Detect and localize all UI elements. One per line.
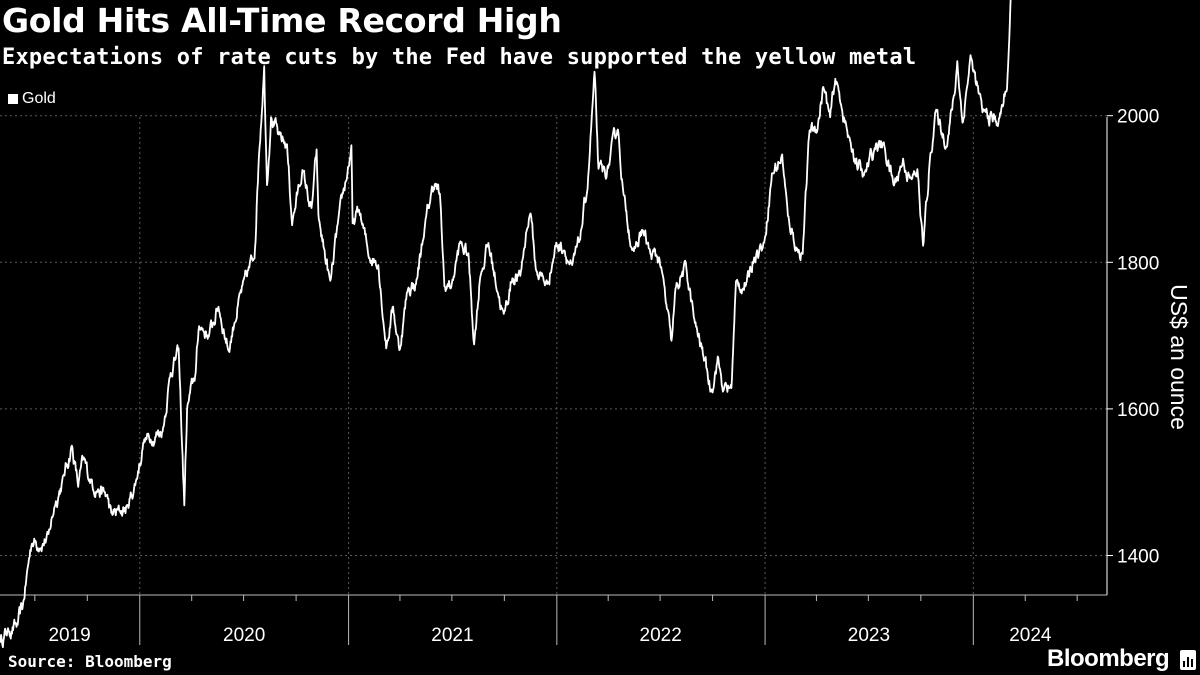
- y-tick-label-1600: 1600: [1117, 400, 1159, 421]
- series-layer: [0, 0, 1012, 649]
- x-tick-label-2020: 2020: [223, 625, 265, 646]
- bloomberg-chart-icon: [1180, 650, 1196, 670]
- legend: Gold: [8, 90, 56, 108]
- x-tick-label-2024: 2024: [1009, 625, 1052, 646]
- x-tick-label-2019: 2019: [48, 625, 90, 646]
- bloomberg-logo: Bloomberg: [1047, 645, 1170, 672]
- legend-label-gold: Gold: [22, 90, 56, 107]
- source-note: Source: Bloomberg: [8, 652, 172, 671]
- y-tick-label-1800: 1800: [1117, 253, 1159, 274]
- chart-title: Gold Hits All-Time Record High: [2, 1, 562, 40]
- chart-subtitle: Expectations of rate cuts by the Fed hav…: [2, 45, 917, 70]
- series-line-gold: [0, 0, 1012, 649]
- x-tick-label-2022: 2022: [640, 625, 682, 646]
- legend-swatch-gold: [8, 94, 18, 104]
- y-tick-label-1400: 1400: [1117, 547, 1159, 568]
- x-tick-label-2021: 2021: [431, 625, 473, 646]
- x-axis: 2019 2020 2021 2022 2023 2024: [0, 594, 1107, 646]
- y-axis-label: US$ an ounce: [1166, 284, 1192, 430]
- grid-lines: [0, 115, 1107, 595]
- y-axis: 140016001800200022002400: [1106, 107, 1159, 595]
- y-tick-label-2000: 2000: [1117, 107, 1159, 128]
- x-tick-label-2023: 2023: [848, 625, 890, 646]
